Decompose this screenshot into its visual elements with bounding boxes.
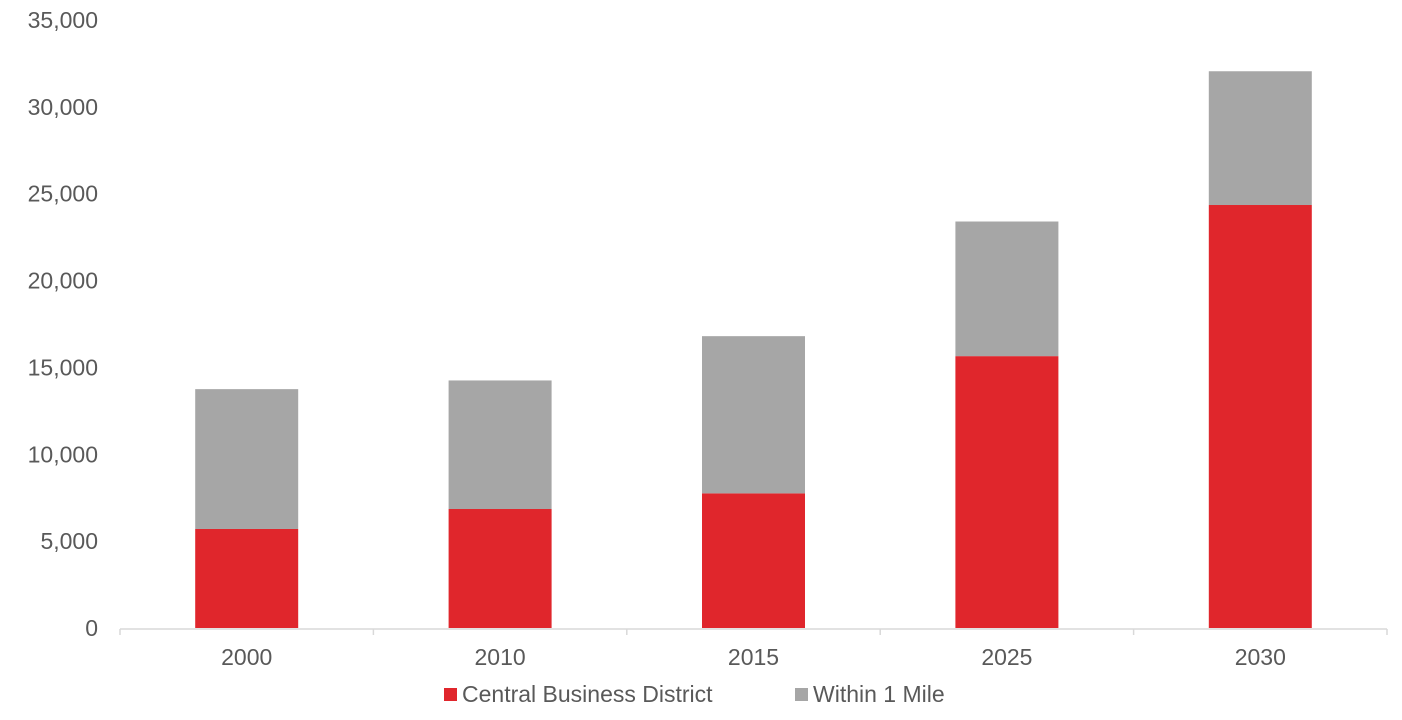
bar-within-1-mile-2015	[702, 336, 805, 494]
legend-label-within-1-mile: Within 1 Mile	[813, 681, 945, 707]
y-tick-label: 5,000	[40, 528, 98, 554]
y-tick-label: 20,000	[28, 268, 98, 294]
legend-swatch-cbd	[444, 688, 457, 701]
y-tick-label: 35,000	[28, 7, 98, 33]
x-tick-label: 2010	[475, 644, 526, 670]
bar-cbd-2010	[448, 509, 552, 628]
legend-label-cbd: Central Business District	[462, 681, 713, 707]
y-tick-label: 15,000	[28, 354, 98, 380]
y-axis: 0 5,000 10,000 15,000 20,000 25,000 30,000 35,0…	[28, 7, 98, 641]
bar-within-1-mile-2000	[195, 389, 299, 529]
bars-group	[195, 71, 1312, 628]
x-tick-label: 2030	[1235, 644, 1286, 670]
bar-cbd-2025	[955, 356, 1059, 628]
x-axis: 2000 2010 2015 2025 2030	[119, 628, 1388, 670]
bar-cbd-2000	[195, 528, 299, 628]
bar-cbd-2015	[702, 493, 805, 628]
y-tick-label: 10,000	[28, 441, 98, 467]
x-tick-label: 2015	[728, 644, 779, 670]
bar-within-1-mile-2025	[955, 221, 1059, 357]
legend: Central Business District Within 1 Mile	[444, 681, 945, 707]
bar-within-1-mile-2010	[448, 380, 552, 510]
y-tick-label: 0	[85, 615, 98, 641]
legend-swatch-within-1-mile	[795, 688, 808, 701]
bar-cbd-2030	[1208, 205, 1312, 628]
bar-within-1-mile-2030	[1208, 71, 1312, 206]
y-tick-label: 25,000	[28, 181, 98, 207]
x-tick-label: 2025	[981, 644, 1032, 670]
x-tick-label: 2000	[221, 644, 272, 670]
y-tick-label: 30,000	[28, 94, 98, 120]
